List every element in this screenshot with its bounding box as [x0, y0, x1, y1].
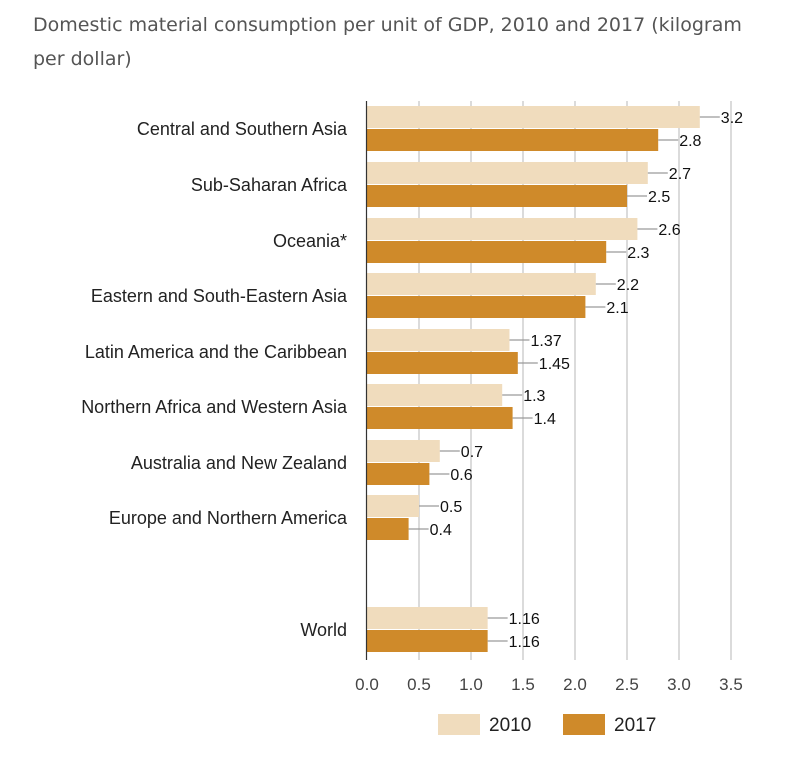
- category-labels: Central and Southern Asia Sub-Saharan Afr…: [81, 119, 348, 640]
- data-label: 2.3: [627, 245, 649, 262]
- x-tick-label: 0.5: [407, 675, 431, 694]
- data-label: 2.5: [648, 189, 670, 206]
- data-label: 1.37: [530, 333, 561, 350]
- x-tick-label: 0.0: [355, 675, 379, 694]
- category-label: Eastern and South-Eastern Asia: [91, 286, 348, 306]
- bar-2010: [367, 218, 638, 240]
- data-label: 1.45: [539, 356, 570, 373]
- bar-2017: [367, 463, 430, 485]
- category-label: Sub-Saharan Africa: [191, 175, 348, 195]
- data-labels: 3.2 2.8 2.7 2.5 2.6 2.3 2.2 2.1 1.37 1.45 1.3 1.4 0.…: [408, 110, 743, 651]
- legend-swatch-2017: [563, 714, 605, 735]
- data-label: 2.6: [658, 222, 680, 239]
- bar-2017: [367, 296, 586, 318]
- chart-title: Domestic material consumption per unit o…: [33, 14, 742, 70]
- category-label: Oceania*: [273, 231, 347, 251]
- legend-label-2010: 2010: [489, 715, 531, 736]
- data-label: 0.5: [440, 499, 462, 516]
- data-label: 2.8: [679, 133, 701, 150]
- category-label: Australia and New Zealand: [131, 453, 347, 473]
- category-label: Europe and Northern America: [109, 508, 348, 528]
- legend: 2010 2017: [438, 714, 656, 736]
- data-label: 1.16: [509, 634, 540, 651]
- x-tick-label: 2.0: [563, 675, 587, 694]
- bar-2017: [367, 185, 627, 207]
- data-label: 1.4: [534, 411, 556, 428]
- bar-2010: [367, 440, 440, 462]
- x-tick-label: 1.0: [459, 675, 483, 694]
- bar-2010: [367, 495, 419, 517]
- bar-2010: [367, 162, 648, 184]
- bar-2017: [367, 407, 513, 429]
- data-label: 2.2: [617, 277, 639, 294]
- data-label: 2.1: [606, 300, 628, 317]
- bar-2010: [367, 106, 700, 128]
- data-label: 0.6: [450, 467, 472, 484]
- x-tick-label: 2.5: [615, 675, 639, 694]
- bar-2017: [367, 518, 409, 540]
- data-label: 1.3: [523, 388, 545, 405]
- x-tick-label: 3.0: [667, 675, 691, 694]
- x-tick-label: 1.5: [511, 675, 535, 694]
- bar-2017: [367, 630, 488, 652]
- category-label: Central and Southern Asia: [137, 119, 348, 139]
- data-label: 0.7: [461, 444, 483, 461]
- data-label: 1.16: [509, 611, 540, 628]
- data-label: 2.7: [669, 166, 691, 183]
- bar-2017: [367, 129, 659, 151]
- bar-2010: [367, 607, 488, 629]
- x-tick-label: 3.5: [719, 675, 743, 694]
- data-label: 0.4: [430, 522, 452, 539]
- bars: [367, 106, 700, 652]
- category-label: Northern Africa and Western Asia: [81, 397, 348, 417]
- bar-2010: [367, 329, 510, 351]
- bar-2010: [367, 384, 503, 406]
- bar-2017: [367, 352, 518, 374]
- data-label: 3.2: [721, 110, 743, 127]
- x-axis-ticks: 0.0 0.5 1.0 1.5 2.0 2.5 3.0 3.5: [355, 675, 743, 694]
- legend-label-2017: 2017: [614, 715, 656, 736]
- legend-swatch-2010: [438, 714, 480, 735]
- category-label: Latin America and the Caribbean: [85, 342, 347, 362]
- category-label: World: [300, 620, 347, 640]
- grid-lines: [418, 101, 732, 660]
- bar-2017: [367, 241, 607, 263]
- bar-2010: [367, 273, 596, 295]
